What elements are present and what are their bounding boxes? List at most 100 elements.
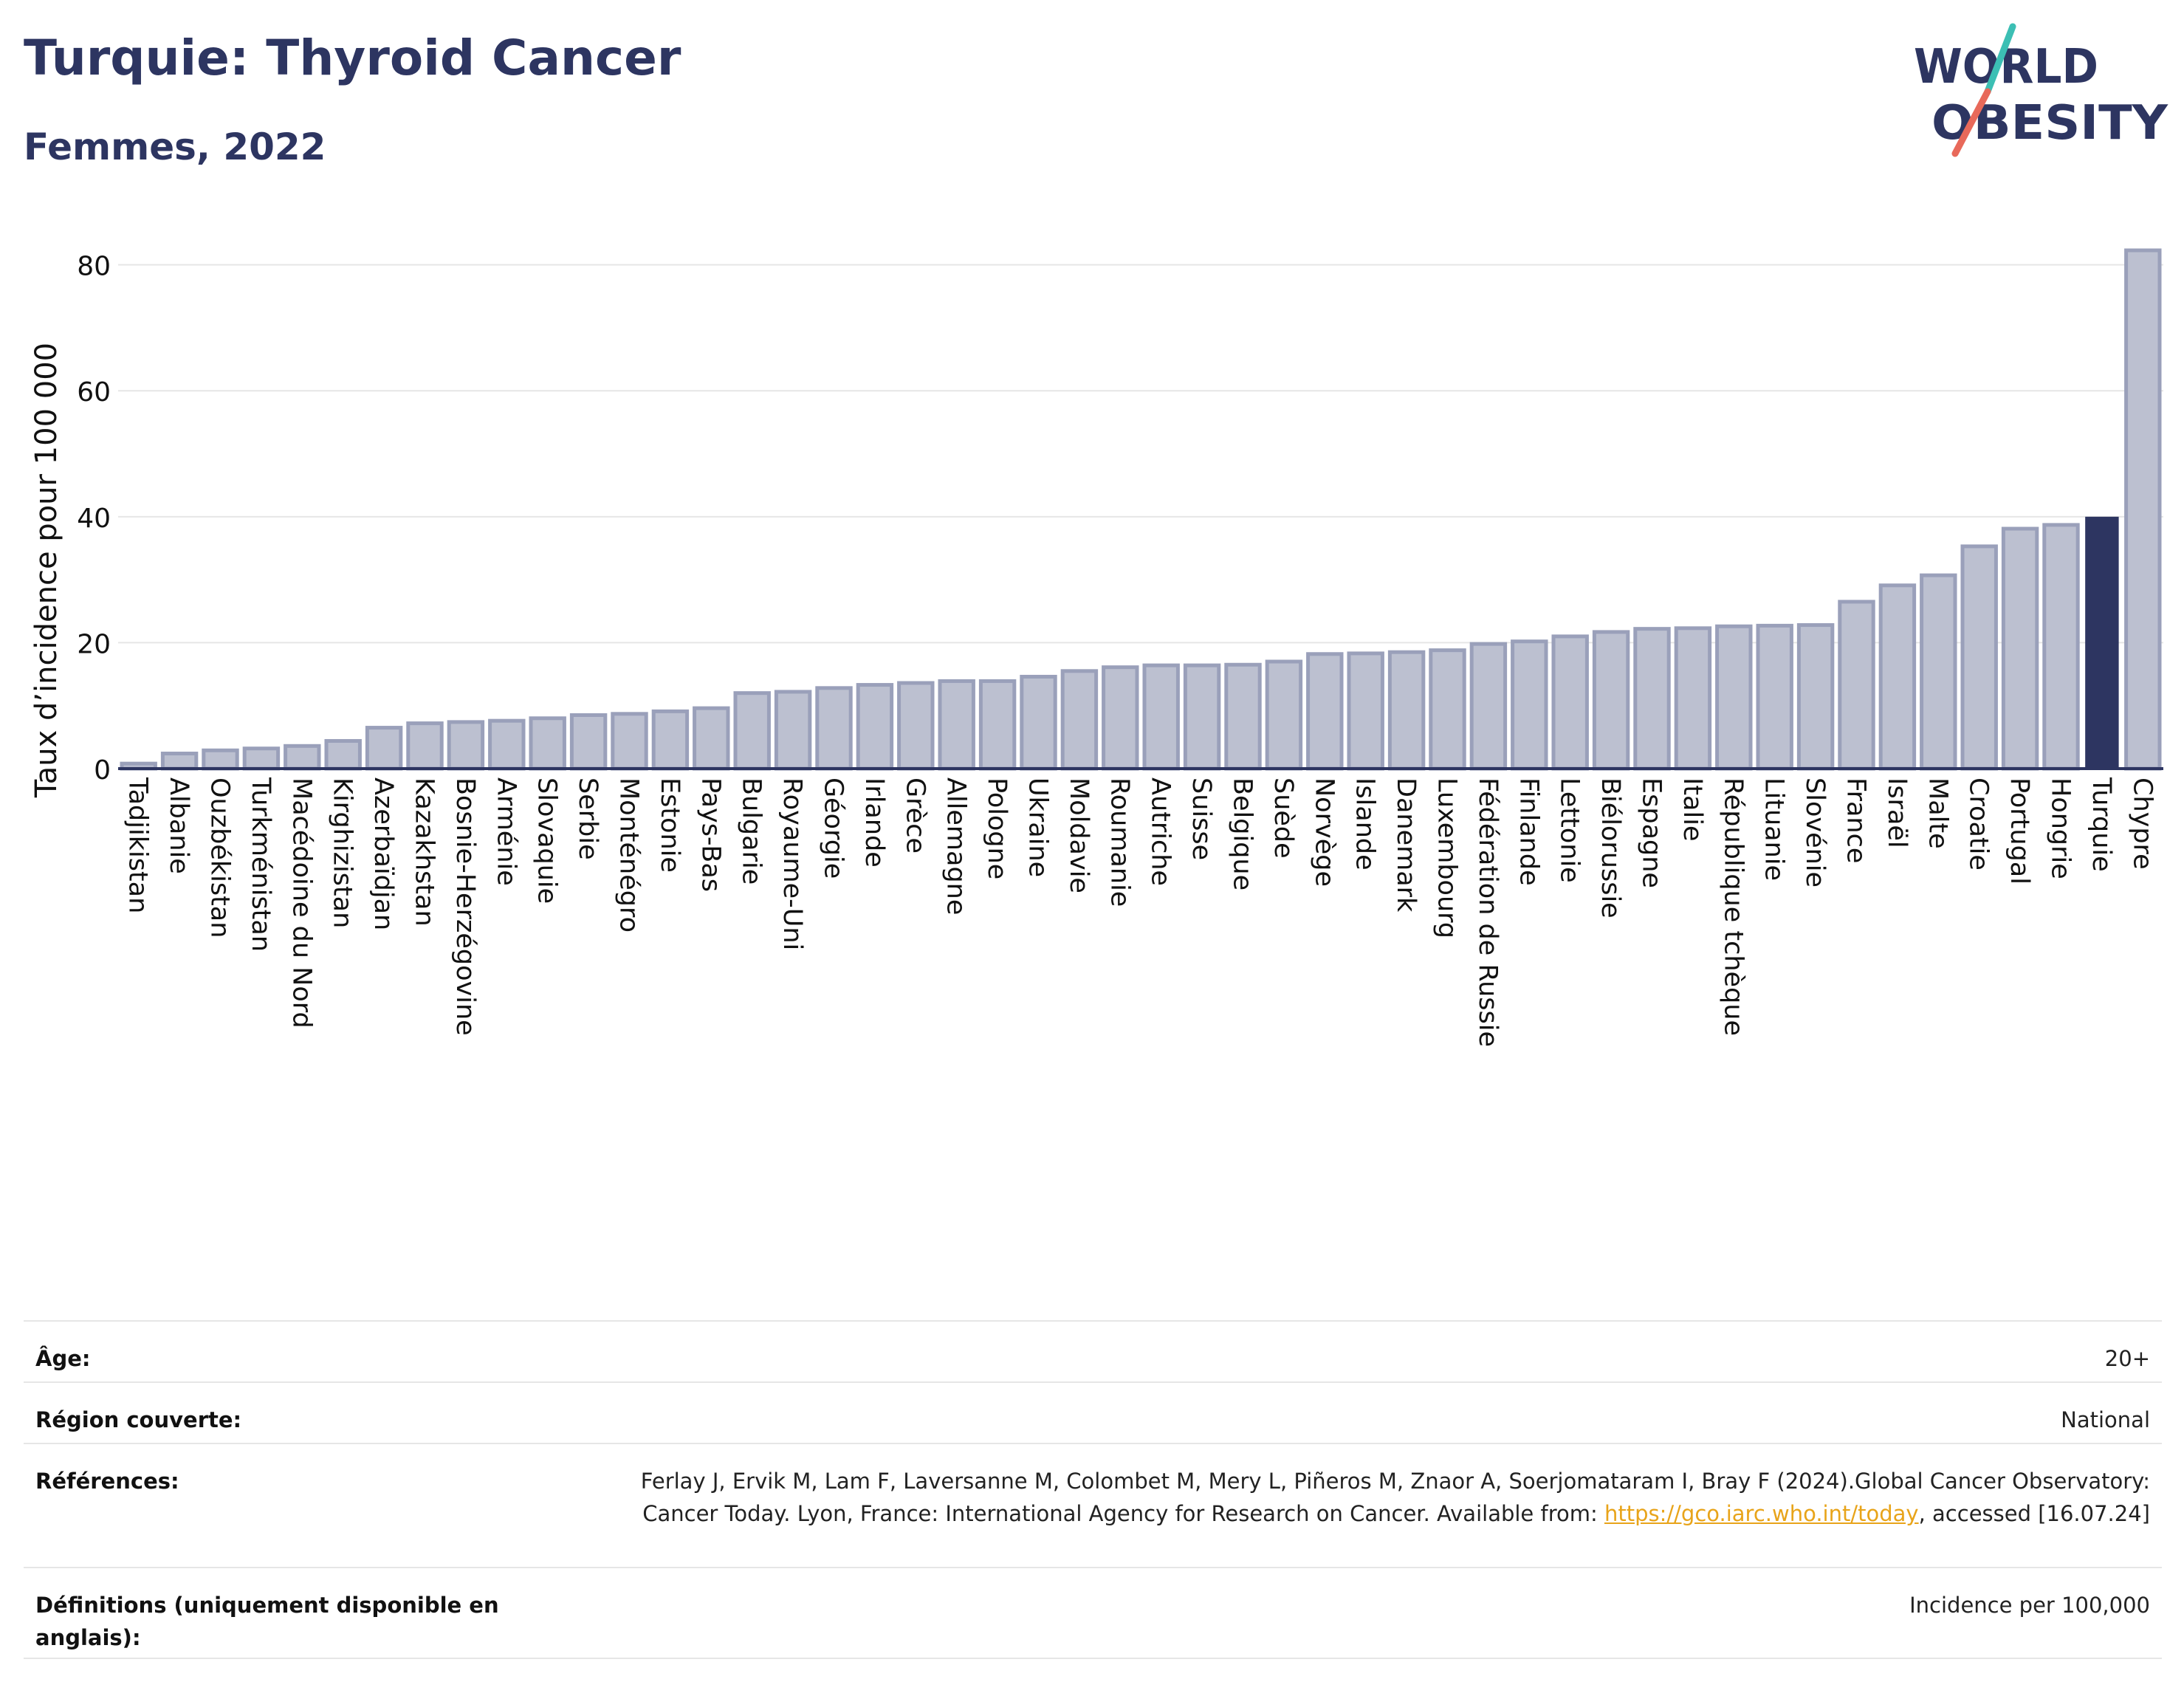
bar-f-d-ration-de-russie xyxy=(1469,642,1508,771)
x-tick-label: Italie xyxy=(1678,777,1707,841)
bar-estonie xyxy=(651,709,690,771)
info-row-references: Références: Ferlay J, Ervik M, Lam F, La… xyxy=(24,1443,2162,1567)
x-tick-label: Biélorussie xyxy=(1596,777,1625,919)
bar-pologne xyxy=(978,679,1017,771)
x-tick-label: Bulgarie xyxy=(737,777,766,885)
x-tick-label: Portugal xyxy=(2005,777,2034,885)
chart-title: Turquie: Thyroid Cancer xyxy=(24,30,681,86)
x-tick-label: Suisse xyxy=(1187,777,1216,860)
bar-luxembourg xyxy=(1429,648,1466,771)
bar-su-de xyxy=(1265,659,1303,771)
bar-hongrie xyxy=(2042,523,2080,771)
bar-autriche xyxy=(1142,663,1180,771)
bar-lituanie xyxy=(1756,623,1793,771)
bar-france xyxy=(1838,600,1875,771)
y-tick-label: 40 xyxy=(77,504,111,534)
info-row-age: Âge: 20+ xyxy=(24,1320,2162,1381)
tick-labels: 0 20 40 60 80 Tadjikistan Albanie Ouzbékistan Tu… xyxy=(77,252,2157,1047)
bar-roumanie xyxy=(1102,665,1139,771)
x-tick-label: Croatie xyxy=(1964,777,1994,871)
bar-mont-n-gro xyxy=(611,712,648,771)
x-tick-label: Bosnie-Herzégovine xyxy=(450,777,480,1036)
references-label: Références: xyxy=(35,1469,179,1494)
world-obesity-logo: WORLD OBESITY xyxy=(1914,23,2168,157)
bar-finlande xyxy=(1511,639,1548,771)
y-tick-label: 60 xyxy=(77,377,111,408)
bar-malte xyxy=(1920,573,1957,771)
x-tick-label: Turquie xyxy=(2087,777,2116,872)
bar-pays-bas xyxy=(693,706,730,771)
bar-ukraine xyxy=(1020,674,1057,771)
x-tick-label: Fédération de Russie xyxy=(1473,777,1503,1047)
grid-lines xyxy=(118,264,2163,644)
bar-bulgarie xyxy=(733,691,771,771)
definitions-label: Définitions (uniquement disponible en an… xyxy=(35,1593,499,1650)
bar-chart: 0 20 40 60 80 Tadjikistan Albanie Ouzbékistan Tu… xyxy=(30,248,2163,1047)
bar-norv-ge xyxy=(1306,652,1344,771)
y-axis-label: Taux d’incidence pour 100 000 xyxy=(30,343,63,798)
x-tick-label: Allemagne xyxy=(941,777,971,915)
logo-slash-top xyxy=(1984,23,2016,95)
definitions-value: Incidence per 100,000 xyxy=(1909,1593,2150,1618)
age-value: 20+ xyxy=(2104,1346,2150,1371)
bar-g-orgie xyxy=(815,686,853,771)
x-tick-label: Pays-Bas xyxy=(696,777,725,892)
bar-bosnie-herz-govine xyxy=(447,720,485,771)
bar-ouzb-kistan xyxy=(202,748,239,771)
x-tick-label: Irlande xyxy=(859,777,889,868)
x-tick-label: Autriche xyxy=(1146,777,1175,886)
x-tick-label: Pologne xyxy=(982,777,1012,879)
bar-serbie xyxy=(569,713,608,771)
bar-allemagne xyxy=(938,679,975,771)
bar-turkm-nistan xyxy=(242,746,281,771)
x-tick-label: Hongrie xyxy=(2046,777,2075,879)
x-tick-label: Slovaquie xyxy=(532,777,562,904)
bar-slov-nie xyxy=(1796,623,1835,771)
x-tick-label: Albanie xyxy=(164,777,193,874)
y-tick-label: 20 xyxy=(77,629,111,659)
x-tick-label: Chypre xyxy=(2127,777,2157,870)
references-suffix: , accessed [16.07.24] xyxy=(1918,1501,2150,1526)
x-tick-label: Danemark xyxy=(1391,777,1421,913)
x-tick-label: Suède xyxy=(1268,777,1298,859)
age-label: Âge: xyxy=(35,1346,91,1371)
x-tick-label: Moldavie xyxy=(1064,777,1093,893)
bar-italie xyxy=(1674,626,1712,771)
x-tick-label: Malte xyxy=(1923,777,1952,849)
x-tick-label: Royaume-Uni xyxy=(777,777,807,950)
chart-subtitle: Femmes, 2022 xyxy=(24,126,326,168)
bar-mac-doine-du-nord xyxy=(284,744,321,771)
x-tick-label: Slovénie xyxy=(1800,777,1830,888)
x-tick-label: Kirghizistan xyxy=(328,777,357,928)
bars xyxy=(120,248,2162,771)
x-tick-label: Géorgie xyxy=(819,777,848,879)
bar-kazakhstan xyxy=(406,721,444,771)
bar-gr-ce xyxy=(897,681,935,771)
bar-bi-lorussie xyxy=(1592,630,1630,771)
x-tick-label: Grèce xyxy=(900,777,930,854)
references-value: Ferlay J, Ervik M, Lam F, Laversanne M, … xyxy=(563,1465,2150,1530)
x-tick-label: Belgique xyxy=(1228,777,1257,890)
bar-albanie xyxy=(160,752,199,771)
x-tick-label: Lettonie xyxy=(1555,777,1584,883)
bar-isra-l xyxy=(1878,583,1917,771)
x-tick-label: Lituanie xyxy=(1759,777,1789,881)
x-tick-label: Finlande xyxy=(1514,777,1543,886)
x-tick-label: Turkménistan xyxy=(246,777,275,952)
x-tick-label: Islande xyxy=(1350,777,1380,871)
x-tick-label: Serbie xyxy=(573,777,602,860)
logo-slash-bottom xyxy=(1951,88,1991,157)
bar-suisse xyxy=(1183,663,1221,771)
bar-r-publique-tch-que xyxy=(1715,624,1753,771)
x-tick-label: France xyxy=(1841,777,1871,863)
logo-line2: OBESITY xyxy=(1931,96,2168,151)
references-link[interactable]: https://gco.iarc.who.int/today xyxy=(1604,1501,1919,1526)
x-tick-label: Ukraine xyxy=(1023,777,1053,877)
x-tick-label: Luxembourg xyxy=(1432,777,1462,938)
bar-chypre xyxy=(2124,248,2162,771)
x-tick-label: Macédoine du Nord xyxy=(286,777,316,1029)
bar-moldavie xyxy=(1060,669,1099,771)
info-table: Âge: 20+ Région couverte: National Référ… xyxy=(24,1320,2162,1659)
region-value: National xyxy=(2061,1407,2150,1432)
x-tick-label: Kazakhstan xyxy=(410,777,439,927)
